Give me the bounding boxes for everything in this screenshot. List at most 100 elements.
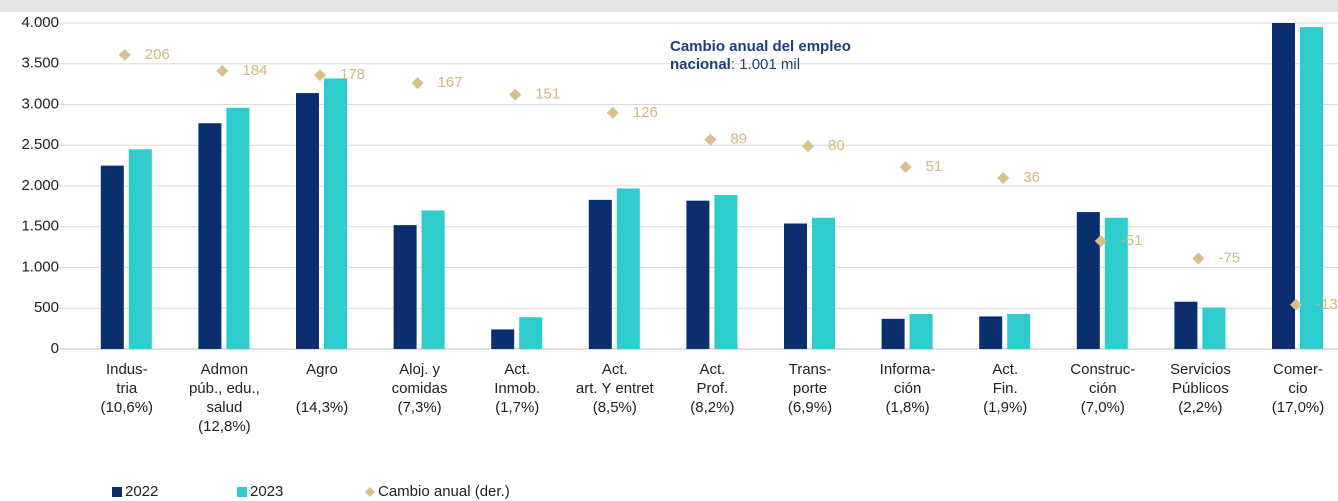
data-label: 178 bbox=[340, 66, 365, 83]
diamond-marker bbox=[704, 133, 717, 146]
bar bbox=[616, 188, 640, 349]
bar bbox=[812, 217, 835, 349]
x-tick-label: Agro bbox=[306, 361, 338, 378]
diamond-marker bbox=[899, 161, 912, 174]
bar bbox=[1104, 217, 1128, 349]
data-label: -139 bbox=[1316, 296, 1338, 313]
x-tick-label: ción bbox=[1089, 380, 1117, 397]
diamond-marker bbox=[997, 172, 1010, 185]
bar bbox=[588, 199, 612, 349]
bar bbox=[714, 194, 738, 349]
legend-label: 2022 bbox=[125, 483, 158, 500]
legend-label: 2023 bbox=[250, 483, 283, 500]
bar bbox=[519, 317, 543, 349]
legend-swatch bbox=[112, 487, 122, 497]
diamond-marker bbox=[314, 69, 326, 82]
data-label: 80 bbox=[828, 137, 845, 154]
bar bbox=[881, 318, 905, 349]
bar bbox=[1202, 307, 1226, 349]
x-tick-label: Servicios bbox=[1170, 361, 1231, 378]
bar bbox=[1076, 212, 1100, 349]
bar bbox=[226, 107, 250, 349]
bar bbox=[784, 223, 807, 349]
bar bbox=[1300, 27, 1323, 349]
x-tick-label: comidas bbox=[392, 380, 448, 397]
diamond-marker bbox=[802, 140, 814, 153]
bar bbox=[909, 313, 933, 349]
x-tick-label: (2,2%) bbox=[1178, 399, 1222, 416]
diamond-marker bbox=[606, 106, 619, 119]
bar bbox=[393, 225, 417, 349]
x-tick-label: Informa- bbox=[880, 361, 936, 378]
x-tick-label: Admon bbox=[201, 361, 249, 378]
x-tick-label: salud bbox=[206, 399, 242, 416]
x-tick-label: Act. bbox=[992, 361, 1018, 378]
top-band bbox=[0, 0, 1338, 12]
diamond-marker bbox=[1094, 235, 1107, 248]
annotation-text: : 1.001 mil bbox=[731, 56, 800, 73]
x-tick-label: porte bbox=[793, 380, 827, 397]
data-label: -75 bbox=[1218, 249, 1240, 266]
bar bbox=[979, 316, 1003, 349]
data-label: 126 bbox=[633, 104, 658, 121]
bar bbox=[198, 123, 222, 350]
bar bbox=[1272, 23, 1295, 349]
x-tick-label: (7,3%) bbox=[398, 399, 442, 416]
data-label: 184 bbox=[242, 62, 267, 79]
x-tick-label: ción bbox=[894, 380, 922, 397]
y-tick-label: 3.000 bbox=[21, 95, 59, 112]
x-tick-label: (6,9%) bbox=[788, 399, 832, 416]
bar bbox=[1007, 313, 1031, 349]
y-tick-label: 4.000 bbox=[21, 14, 59, 31]
diamond-marker bbox=[509, 88, 522, 101]
diamond-marker bbox=[1192, 252, 1205, 265]
legend-label: Cambio anual (der.) bbox=[378, 483, 510, 500]
x-tick-label: (1,8%) bbox=[886, 399, 930, 416]
bar bbox=[296, 93, 319, 349]
bar bbox=[1174, 301, 1198, 349]
x-tick-label: art. Y entret bbox=[576, 380, 655, 397]
plot-area bbox=[100, 23, 1323, 350]
x-tick-label: Act. bbox=[504, 361, 530, 378]
x-tick-label: púb., edu., bbox=[189, 380, 260, 397]
x-tick-label: Construc- bbox=[1070, 361, 1135, 378]
data-label: 151 bbox=[535, 86, 560, 103]
x-tick-label: Fin. bbox=[993, 380, 1018, 397]
x-tick-label: Act. bbox=[699, 361, 725, 378]
diamond-marker bbox=[1290, 298, 1302, 311]
x-tick-label: Act. bbox=[602, 361, 628, 378]
x-tick-label: (1,9%) bbox=[983, 399, 1027, 416]
x-tick-label: (8,5%) bbox=[593, 399, 637, 416]
x-tick-label: Inmob. bbox=[494, 380, 540, 397]
bar bbox=[686, 200, 710, 349]
y-tick-label: 1.000 bbox=[21, 258, 59, 275]
annotation-bold: Cambio anual del empleo bbox=[670, 38, 851, 55]
x-tick-label: Aloj. y bbox=[399, 361, 440, 378]
x-tick-label: (12,8%) bbox=[198, 418, 251, 435]
x-tick-label: Comer- bbox=[1273, 361, 1323, 378]
x-tick-label: Prof. bbox=[697, 380, 729, 397]
y-tick-label: 0 bbox=[51, 340, 59, 357]
diamond-marker bbox=[411, 77, 424, 90]
x-tick-label: (1,7%) bbox=[495, 399, 539, 416]
x-tick-label: Públicos bbox=[1172, 380, 1229, 397]
y-tick-label: 3.500 bbox=[21, 55, 59, 72]
y-tick-label: 1.500 bbox=[21, 218, 59, 235]
x-tick-label: (14,3%) bbox=[296, 399, 349, 416]
diamond-marker bbox=[118, 48, 131, 61]
bar bbox=[491, 329, 515, 349]
x-tick-label: Indus- bbox=[106, 361, 148, 378]
bar bbox=[421, 210, 445, 349]
bar bbox=[324, 78, 347, 350]
legend-swatch bbox=[365, 487, 375, 497]
x-tick-label: (7,0%) bbox=[1081, 399, 1125, 416]
annotation-bold: nacional bbox=[670, 56, 731, 73]
x-tick-label: cio bbox=[1288, 380, 1307, 397]
legend-swatch bbox=[237, 487, 247, 497]
x-tick-label: tria bbox=[116, 380, 137, 397]
diamond-marker bbox=[216, 64, 229, 77]
x-tick-label: (17,0%) bbox=[1272, 399, 1325, 416]
x-tick-label: Trans- bbox=[789, 361, 832, 378]
y-tick-label: 2.000 bbox=[21, 177, 59, 194]
